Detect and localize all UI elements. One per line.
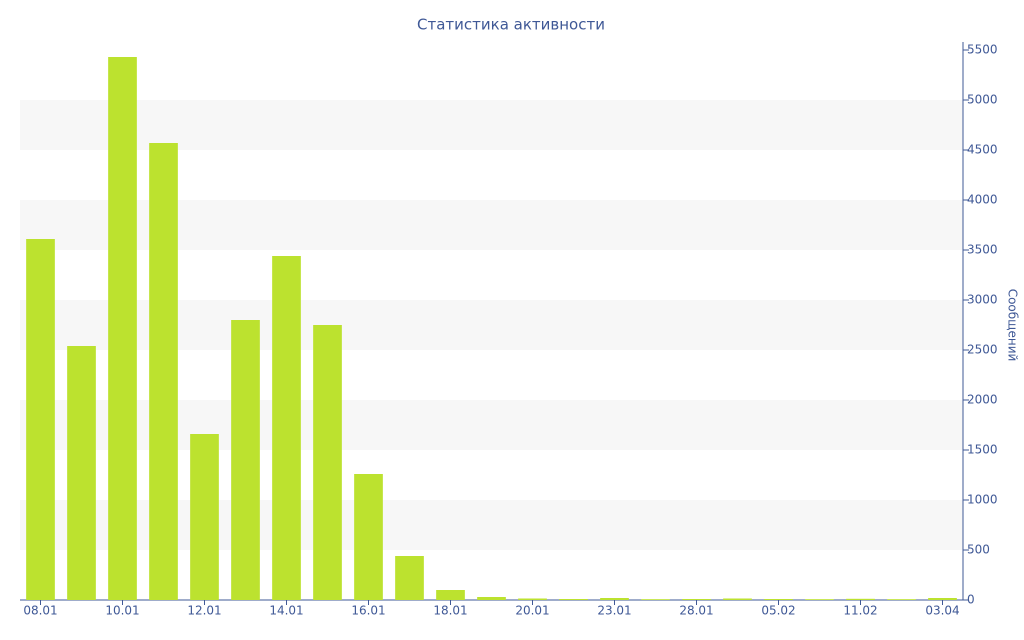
x-tick-label: 23.01	[597, 604, 631, 618]
y-tick-label: 3000	[967, 293, 998, 307]
x-tick-label: 05.02	[761, 604, 795, 618]
y-tick-label: 1000	[967, 493, 998, 507]
x-tick-label: 18.01	[433, 604, 467, 618]
bar	[682, 599, 711, 600]
grid-band	[20, 100, 963, 150]
y-tick-label: 4500	[967, 143, 998, 157]
x-tick-label: 10.01	[105, 604, 139, 618]
bar	[600, 598, 629, 600]
bar	[887, 599, 916, 600]
x-tick-label: 12.01	[187, 604, 221, 618]
bar	[26, 239, 55, 600]
y-tick-label: 3500	[967, 243, 998, 257]
y-tick-label: 0	[967, 593, 975, 607]
bar	[846, 598, 875, 600]
bar	[108, 57, 137, 600]
bar	[641, 599, 670, 600]
y-tick-label: 4000	[967, 193, 998, 207]
x-tick-label: 03.04	[925, 604, 959, 618]
y-tick-label: 5500	[967, 43, 998, 57]
bar	[395, 556, 424, 600]
bar	[559, 599, 588, 600]
y-tick-label: 2000	[967, 393, 998, 407]
y-tick-label: 500	[967, 543, 990, 557]
bar	[190, 434, 219, 600]
y-tick-label: 1500	[967, 443, 998, 457]
x-tick-label: 16.01	[351, 604, 385, 618]
bar	[149, 143, 178, 600]
bar	[723, 598, 752, 600]
x-tick-label: 11.02	[843, 604, 877, 618]
bar	[313, 325, 342, 600]
bar	[477, 597, 506, 600]
bar	[805, 599, 834, 600]
bar	[518, 598, 547, 600]
bar	[231, 320, 260, 600]
x-tick-label: 08.01	[23, 604, 57, 618]
x-tick-label: 14.01	[269, 604, 303, 618]
x-tick-label: 20.01	[515, 604, 549, 618]
y-tick-label: 2500	[967, 343, 998, 357]
bar	[272, 256, 301, 600]
chart-title: Статистика активности	[417, 16, 605, 34]
x-tick-label: 28.01	[679, 604, 713, 618]
y-tick-label: 5000	[967, 93, 998, 107]
bar	[928, 598, 957, 600]
bar	[354, 474, 383, 600]
bar	[436, 590, 465, 600]
bar	[764, 599, 793, 600]
bar	[67, 346, 96, 600]
y-axis-label: Сообщений	[1006, 289, 1020, 362]
